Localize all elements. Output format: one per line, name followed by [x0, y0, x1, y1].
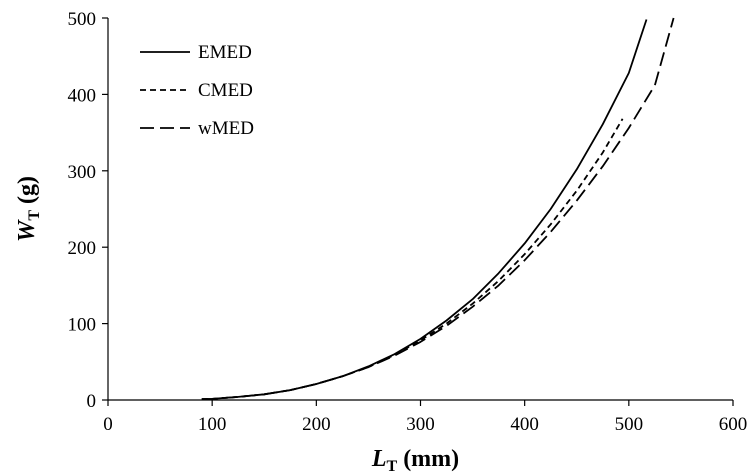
legend-label-wmed: wMED: [198, 118, 254, 139]
x-tick-label: 100: [198, 414, 227, 435]
legend: EMED CMED wMED: [140, 42, 254, 139]
x-tick-label: 300: [406, 414, 435, 435]
x-tick-label: 400: [510, 414, 539, 435]
series-line-emed: [201, 19, 648, 401]
y-tick-label: 500: [68, 9, 97, 30]
y-axis-title: WT (g): [14, 176, 43, 242]
y-axis-title-main: W: [14, 219, 40, 242]
x-tick-label: 600: [719, 414, 748, 435]
series-line-cmed: [201, 118, 624, 401]
series-lines: [201, 17, 675, 401]
x-ticks: 0 100 200 300 400 500 600: [103, 400, 747, 435]
y-tick-label: 100: [68, 315, 97, 336]
y-tick-label: 300: [68, 162, 97, 183]
series-line-wmed: [201, 17, 675, 401]
legend-label-cmed: CMED: [198, 80, 253, 101]
x-tick-label: 200: [302, 414, 331, 435]
x-axis-title-main: L: [371, 446, 387, 472]
y-tick-label: 0: [87, 391, 97, 412]
x-axis-title: LT (mm): [371, 446, 459, 475]
x-tick-label: 500: [615, 414, 644, 435]
x-tick-label: 0: [103, 414, 113, 435]
y-tick-label: 200: [68, 238, 97, 259]
y-axis-title-unit: (g): [14, 176, 40, 204]
legend-label-emed: EMED: [198, 42, 252, 63]
y-axis-title-sub: T: [26, 210, 43, 221]
y-ticks: 0 100 200 300 400 500: [68, 9, 108, 412]
y-tick-label: 400: [68, 85, 97, 106]
x-axis-title-unit: (mm): [403, 446, 459, 472]
x-axis-title-sub: T: [387, 458, 398, 475]
